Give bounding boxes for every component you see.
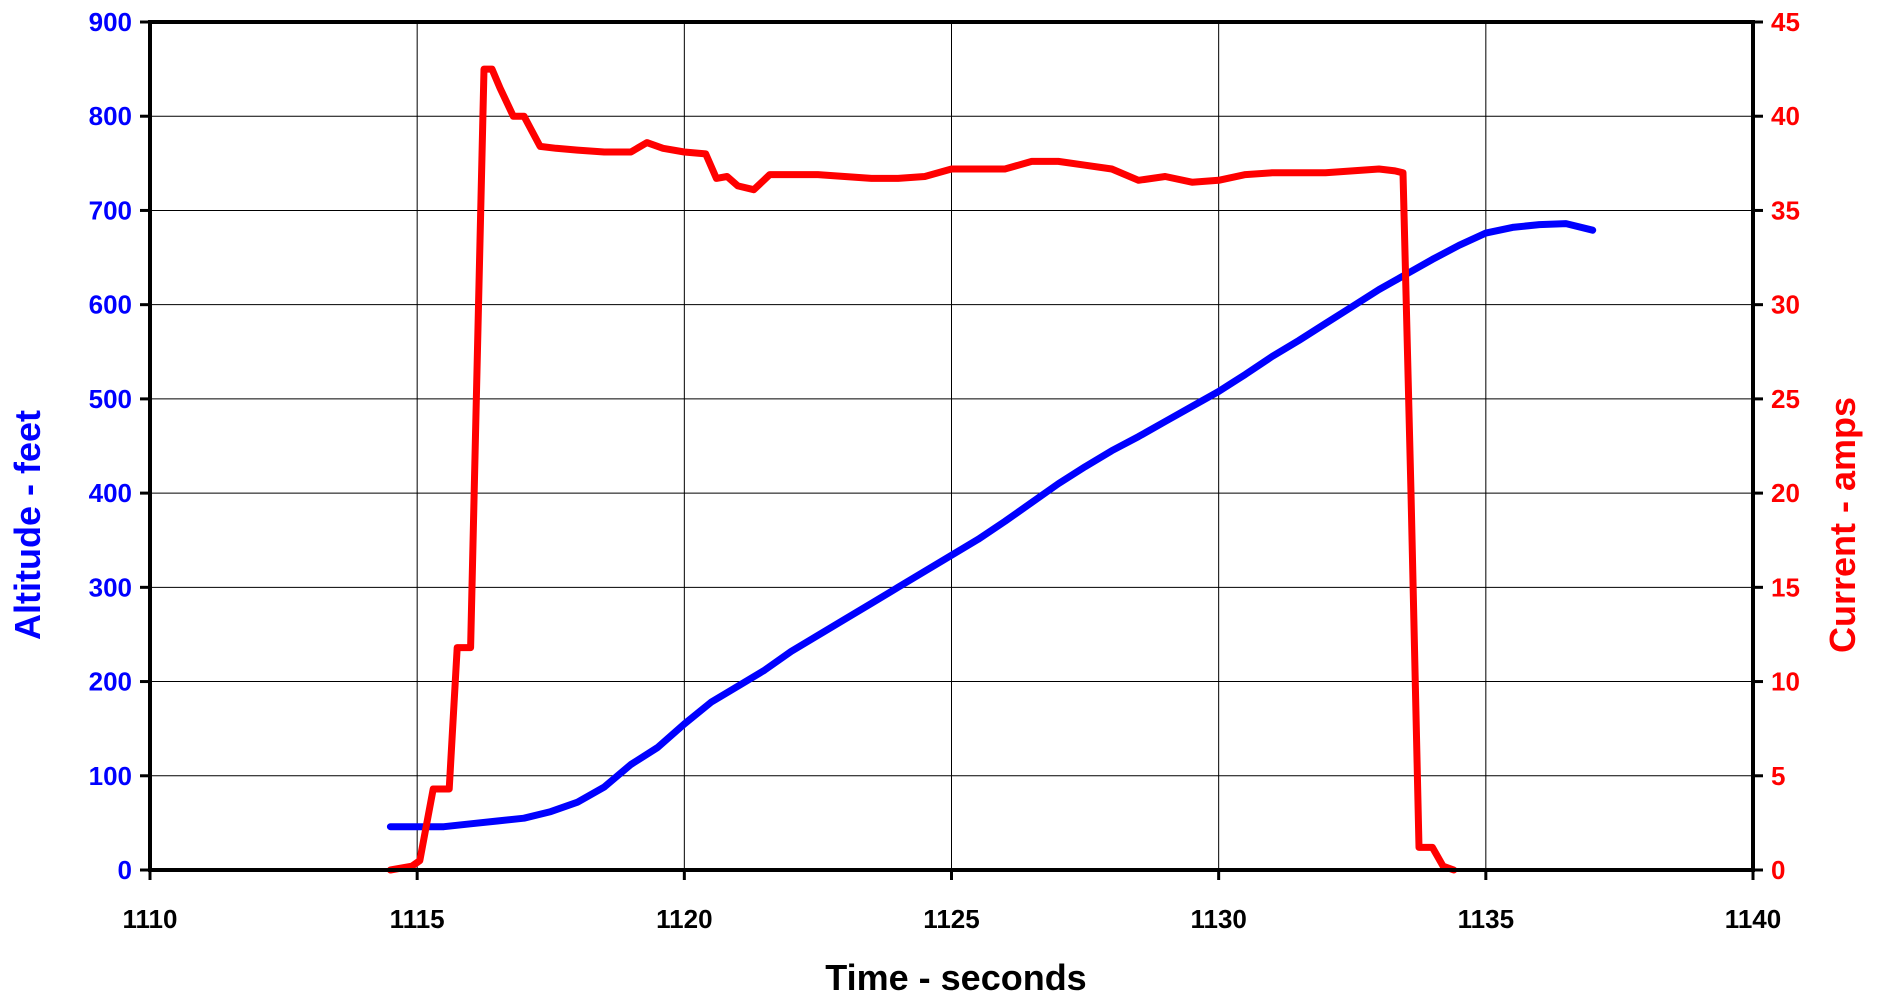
- x-tick-label: 1130: [1190, 904, 1246, 934]
- x-tick-label: 1110: [123, 904, 178, 934]
- y-tick-label-right: 0: [1771, 855, 1785, 885]
- y-tick-label-right: 15: [1771, 572, 1800, 602]
- x-tick-label: 1140: [1725, 904, 1781, 934]
- y-tick-label-right: 40: [1771, 101, 1800, 131]
- y-tick-label-right: 10: [1771, 667, 1800, 697]
- altitude-series-line: [386, 220, 1597, 831]
- series-layer: [386, 65, 1597, 874]
- x-tick-label: 1115: [390, 904, 445, 934]
- y-tick-label-right: 35: [1771, 195, 1800, 225]
- y-tick-label-left: 0: [118, 855, 132, 885]
- y-tick-label-right: 20: [1771, 478, 1800, 508]
- y-tick-label-left: 200: [89, 667, 132, 697]
- y-tick-label-right: 5: [1771, 761, 1785, 791]
- current-series-line: [386, 65, 1458, 874]
- y-tick-label-left: 300: [89, 572, 132, 602]
- x-axis-title: Time - seconds: [825, 957, 1086, 998]
- y-axis-title-left: Altitude - feet: [7, 410, 48, 640]
- y-tick-label-left: 100: [89, 761, 132, 791]
- y-tick-label-left: 900: [89, 7, 132, 37]
- grid: [149, 21, 1754, 871]
- y-tick-label-left: 400: [89, 478, 132, 508]
- y-tick-label-left: 700: [89, 195, 132, 225]
- y-tick-label-left: 500: [89, 384, 132, 414]
- y-axis-title-right: Current - amps: [1822, 397, 1863, 653]
- x-tick-label: 1135: [1458, 904, 1514, 934]
- ticks: 1110 1115 1120 1125 1130 1135 1140010020030040…: [89, 7, 1800, 934]
- y-tick-label-left: 800: [89, 101, 132, 131]
- y-tick-label-right: 25: [1771, 384, 1800, 414]
- y-tick-label-left: 600: [89, 290, 132, 320]
- y-tick-label-right: 45: [1771, 7, 1800, 37]
- x-tick-label: 1125: [923, 904, 979, 934]
- x-tick-label: 1120: [656, 904, 712, 934]
- y-tick-label-right: 30: [1771, 290, 1800, 320]
